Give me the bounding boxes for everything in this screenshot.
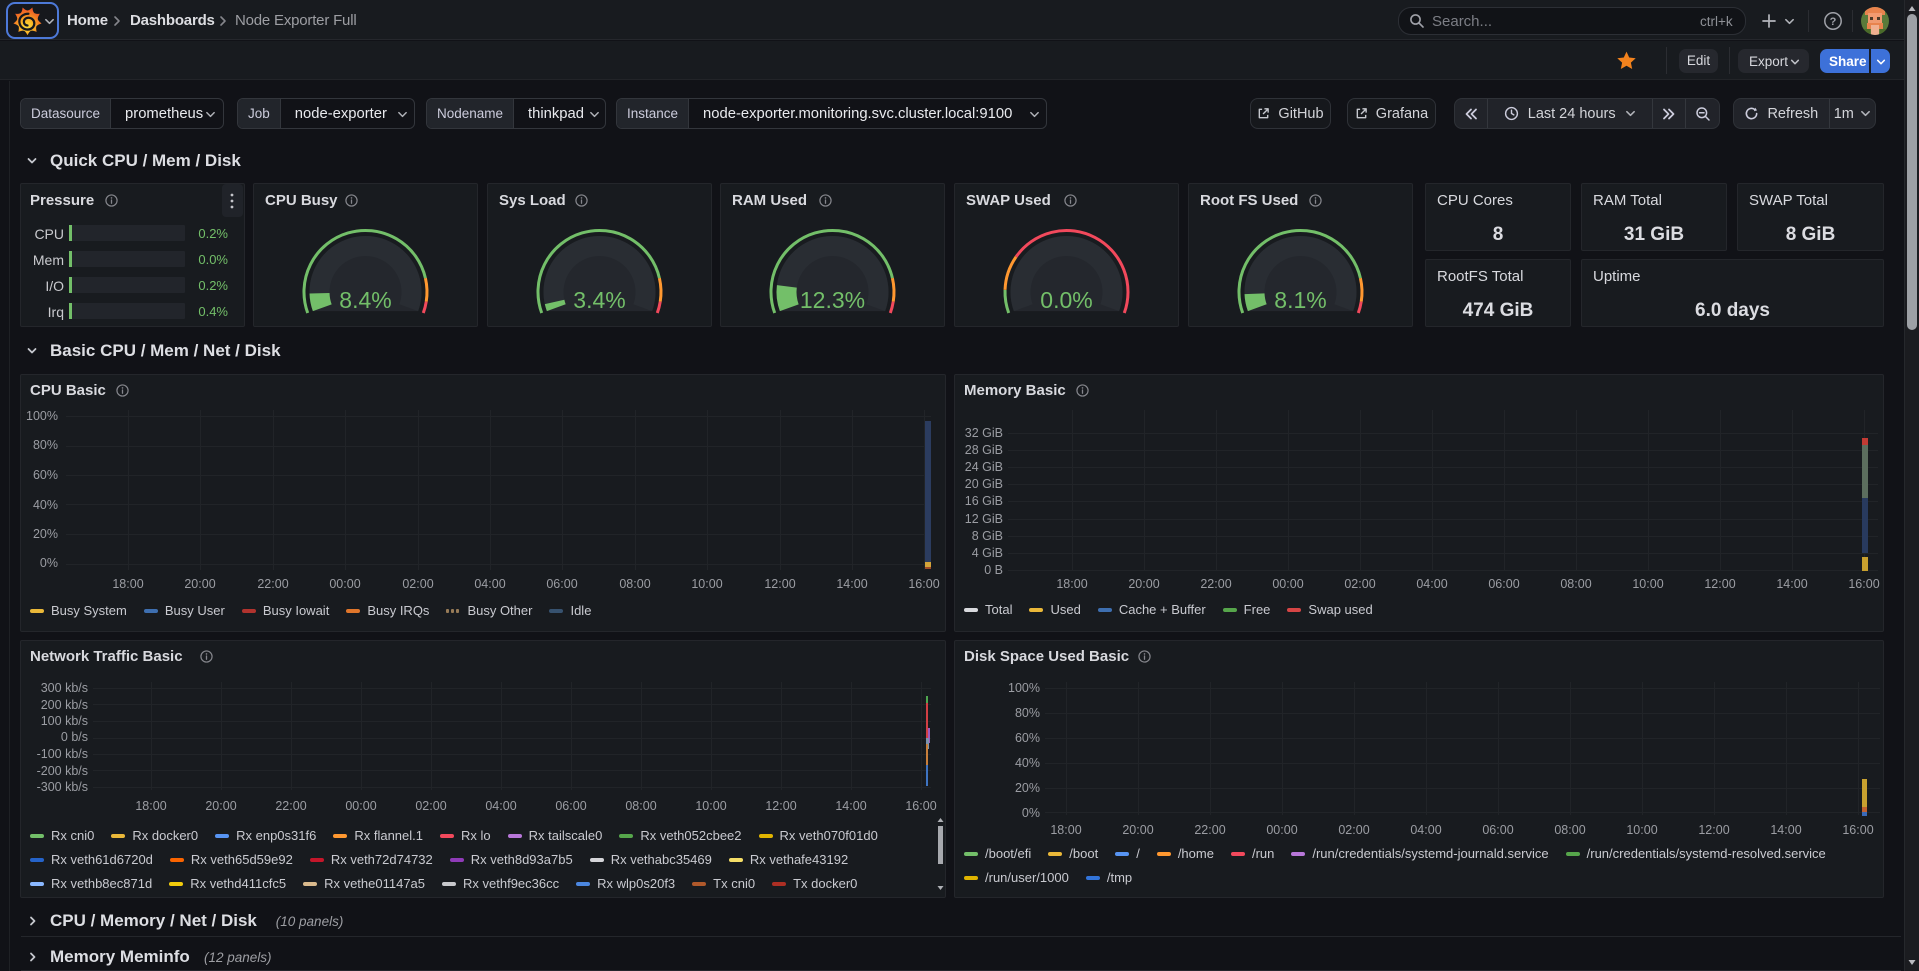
svg-text:?: ? [1830, 16, 1837, 28]
